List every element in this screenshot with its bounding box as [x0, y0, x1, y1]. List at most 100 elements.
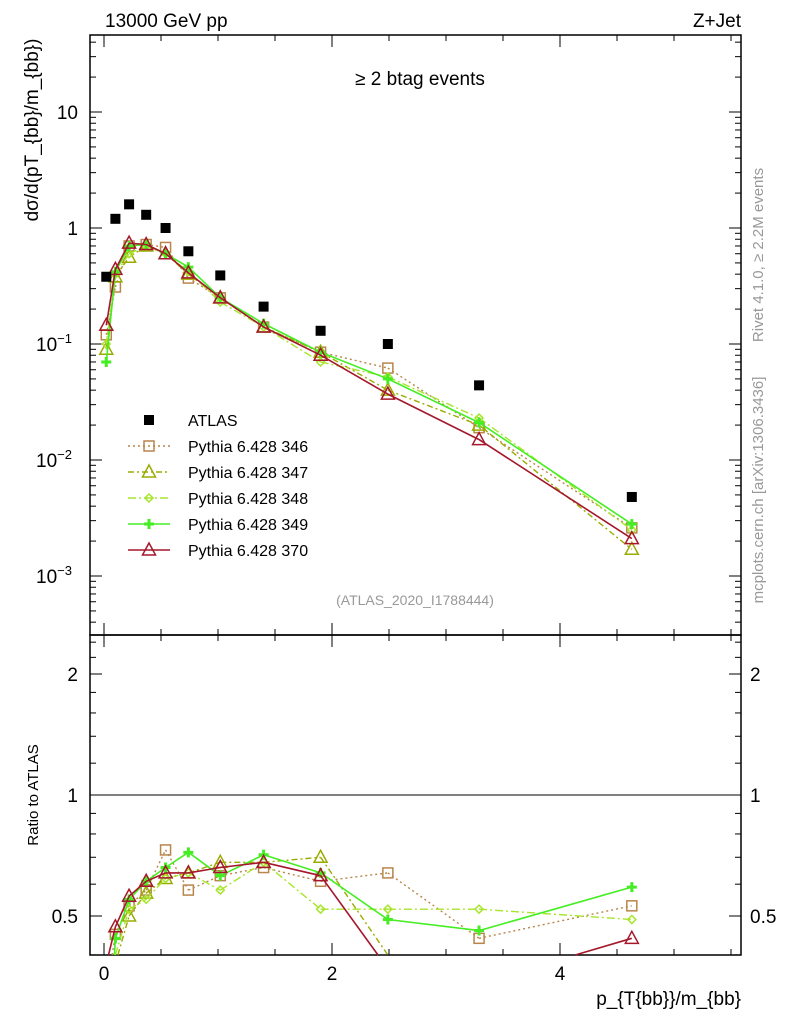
- series-pythia-6-428-346-ratio-point: [626, 900, 638, 912]
- series-pythia-6-428-349-point: [101, 356, 112, 367]
- x-axis-label: p_{T{bb}}/m_{bb}: [596, 989, 741, 1010]
- legend-marker: [143, 492, 155, 504]
- chart-title: ≥ 2 btag events: [355, 69, 485, 90]
- series-pythia-6-428-347-point: [624, 540, 640, 556]
- series-pythia-6-428-347-point: [380, 381, 396, 396]
- series-pythia-6-428-370-point: [107, 260, 124, 276]
- series-pythia-6-428-370-ratio-point: [138, 872, 154, 888]
- series-pythia-6-428-346-ratio-point: [382, 867, 394, 879]
- series-pythia-6-428-349-ratio-point: [160, 862, 171, 873]
- series-pythia-6-428-346-line: [105, 243, 633, 529]
- series-pythia-6-428-370-ratio-point: [180, 864, 197, 879]
- series-pythia-6-428-348-ratio-point: [160, 873, 171, 884]
- series-pythia-6-428-348-ratio-point: [315, 904, 326, 915]
- series-atlas-point: [110, 213, 121, 224]
- series-atlas-point: [101, 271, 112, 282]
- series-pythia-6-428-370-ratio-point: [624, 929, 640, 945]
- legend-label: Pythia 6.428 346: [188, 439, 308, 456]
- y-tick-label: 10: [57, 103, 78, 124]
- series-pythia-6-428-349-ratio-point: [382, 914, 393, 925]
- process-label: Z+Jet: [693, 11, 742, 32]
- series-atlas-point: [258, 301, 269, 312]
- legend-label: ATLAS: [188, 413, 238, 430]
- ratio-tick-label-right: 0.5: [750, 907, 776, 928]
- series-pythia-6-428-348-ratio-point: [626, 914, 637, 925]
- series-pythia-6-428-349-point: [382, 373, 393, 384]
- series-pythia-6-428-349-ratio-point: [183, 847, 194, 858]
- legend-label: Pythia 6.428 348: [188, 491, 308, 508]
- legend-label: Pythia 6.428 349: [188, 517, 308, 534]
- series-atlas-point: [626, 491, 637, 502]
- series-pythia-6-428-347-ratio-point: [121, 907, 137, 922]
- series-pythia-6-428-348-ratio-point: [215, 885, 226, 896]
- series-atlas-point: [183, 246, 194, 257]
- series-atlas-point: [141, 209, 152, 220]
- y-axis-label: dσ/d(pT_{bb}/m_{bb}): [22, 39, 43, 222]
- series-pythia-6-428-370-line: [105, 242, 633, 540]
- series-pythia-6-428-349-ratio-line: [113, 851, 633, 956]
- ratio-axis-label: Ratio to ATLAS: [25, 744, 42, 845]
- series-atlas-point: [160, 223, 171, 233]
- y-tick-label: 10−2: [36, 447, 72, 472]
- series-pythia-6-428-349-line: [105, 243, 633, 525]
- series-atlas-point: [315, 325, 326, 336]
- series-pythia-6-428-349-ratio-point: [474, 925, 485, 936]
- series-pythia-6-428-370-point: [255, 318, 272, 333]
- site-label: mcplots.cern.ch [arXiv:1306.3436]: [750, 377, 767, 604]
- series-pythia-6-428-370-point: [138, 235, 154, 251]
- rivet-label: Rivet 4.1.0, ≥ 2.2M events: [750, 168, 767, 342]
- series-pythia-6-428-370-ratio-point: [157, 864, 174, 879]
- legend-marker: [141, 541, 157, 556]
- series-pythia-6-428-370-point: [380, 385, 396, 400]
- series-pythia-6-428-346-ratio-point: [159, 844, 172, 856]
- ratio-tick-label-right: 2: [750, 665, 761, 686]
- legend-marker: [143, 440, 155, 452]
- series-pythia-6-428-370-point: [121, 234, 137, 249]
- series-pythia-6-428-370-point: [471, 430, 487, 446]
- series-pythia-6-428-347-point: [121, 248, 137, 263]
- series-pythia-6-428-370-point: [98, 316, 115, 332]
- x-tick-label: 2: [327, 964, 338, 985]
- legend-label: Pythia 6.428 370: [188, 543, 308, 560]
- series-pythia-6-428-370-point: [312, 346, 329, 361]
- y-tick-label: 1: [67, 219, 78, 240]
- legend-marker: [144, 415, 154, 425]
- series-pythia-6-428-347-line: [105, 245, 633, 550]
- series-atlas-point: [215, 270, 226, 281]
- legend-marker: [144, 519, 154, 529]
- series-pythia-6-428-370-ratio-point: [312, 867, 329, 882]
- series-pythia-6-428-370-ratio-point: [121, 887, 137, 902]
- y-tick-label: 10−3: [36, 563, 72, 588]
- ratio-tick-label: 0.5: [52, 907, 78, 928]
- series-pythia-6-428-348-point: [626, 524, 637, 535]
- series-pythia-6-428-346-point: [382, 362, 394, 374]
- series-pythia-6-428-347-ratio-line: [117, 856, 389, 956]
- series-pythia-6-428-349-point: [626, 519, 637, 530]
- series-pythia-6-428-347-ratio-point: [138, 884, 154, 899]
- series-pythia-6-428-348-ratio-point: [473, 904, 485, 915]
- series-pythia-6-428-348-point: [215, 296, 226, 308]
- series-pythia-6-428-349-ratio-point: [626, 882, 637, 893]
- series-atlas-point: [382, 339, 393, 349]
- series-pythia-6-428-348-ratio-point: [382, 904, 393, 915]
- y-tick-label: 10−1: [36, 331, 72, 356]
- x-tick-label: 0: [99, 964, 110, 985]
- series-pythia-6-428-370-point: [624, 530, 640, 545]
- series-pythia-6-428-370-ratio-point: [107, 918, 124, 933]
- analysis-label: (ATLAS_2020_I1788444): [336, 592, 494, 608]
- legend-label: Pythia 6.428 347: [188, 465, 308, 482]
- series-atlas-point: [124, 199, 135, 210]
- ratio-tick-label-right: 1: [750, 786, 761, 807]
- series-pythia-6-428-349-point: [124, 240, 135, 251]
- series-pythia-6-428-347-ratio-point: [312, 848, 329, 864]
- series-pythia-6-428-349-point: [474, 417, 485, 428]
- energy-label: 13000 GeV pp: [105, 11, 228, 32]
- series-pythia-6-428-348-ratio-point: [141, 894, 152, 905]
- x-tick-label: 4: [555, 964, 566, 985]
- series-pythia-6-428-370-point: [157, 245, 174, 260]
- ratio-tick-label: 1: [67, 786, 78, 807]
- series-pythia-6-428-370-ratio-point: [212, 858, 229, 874]
- legend-marker: [141, 463, 157, 478]
